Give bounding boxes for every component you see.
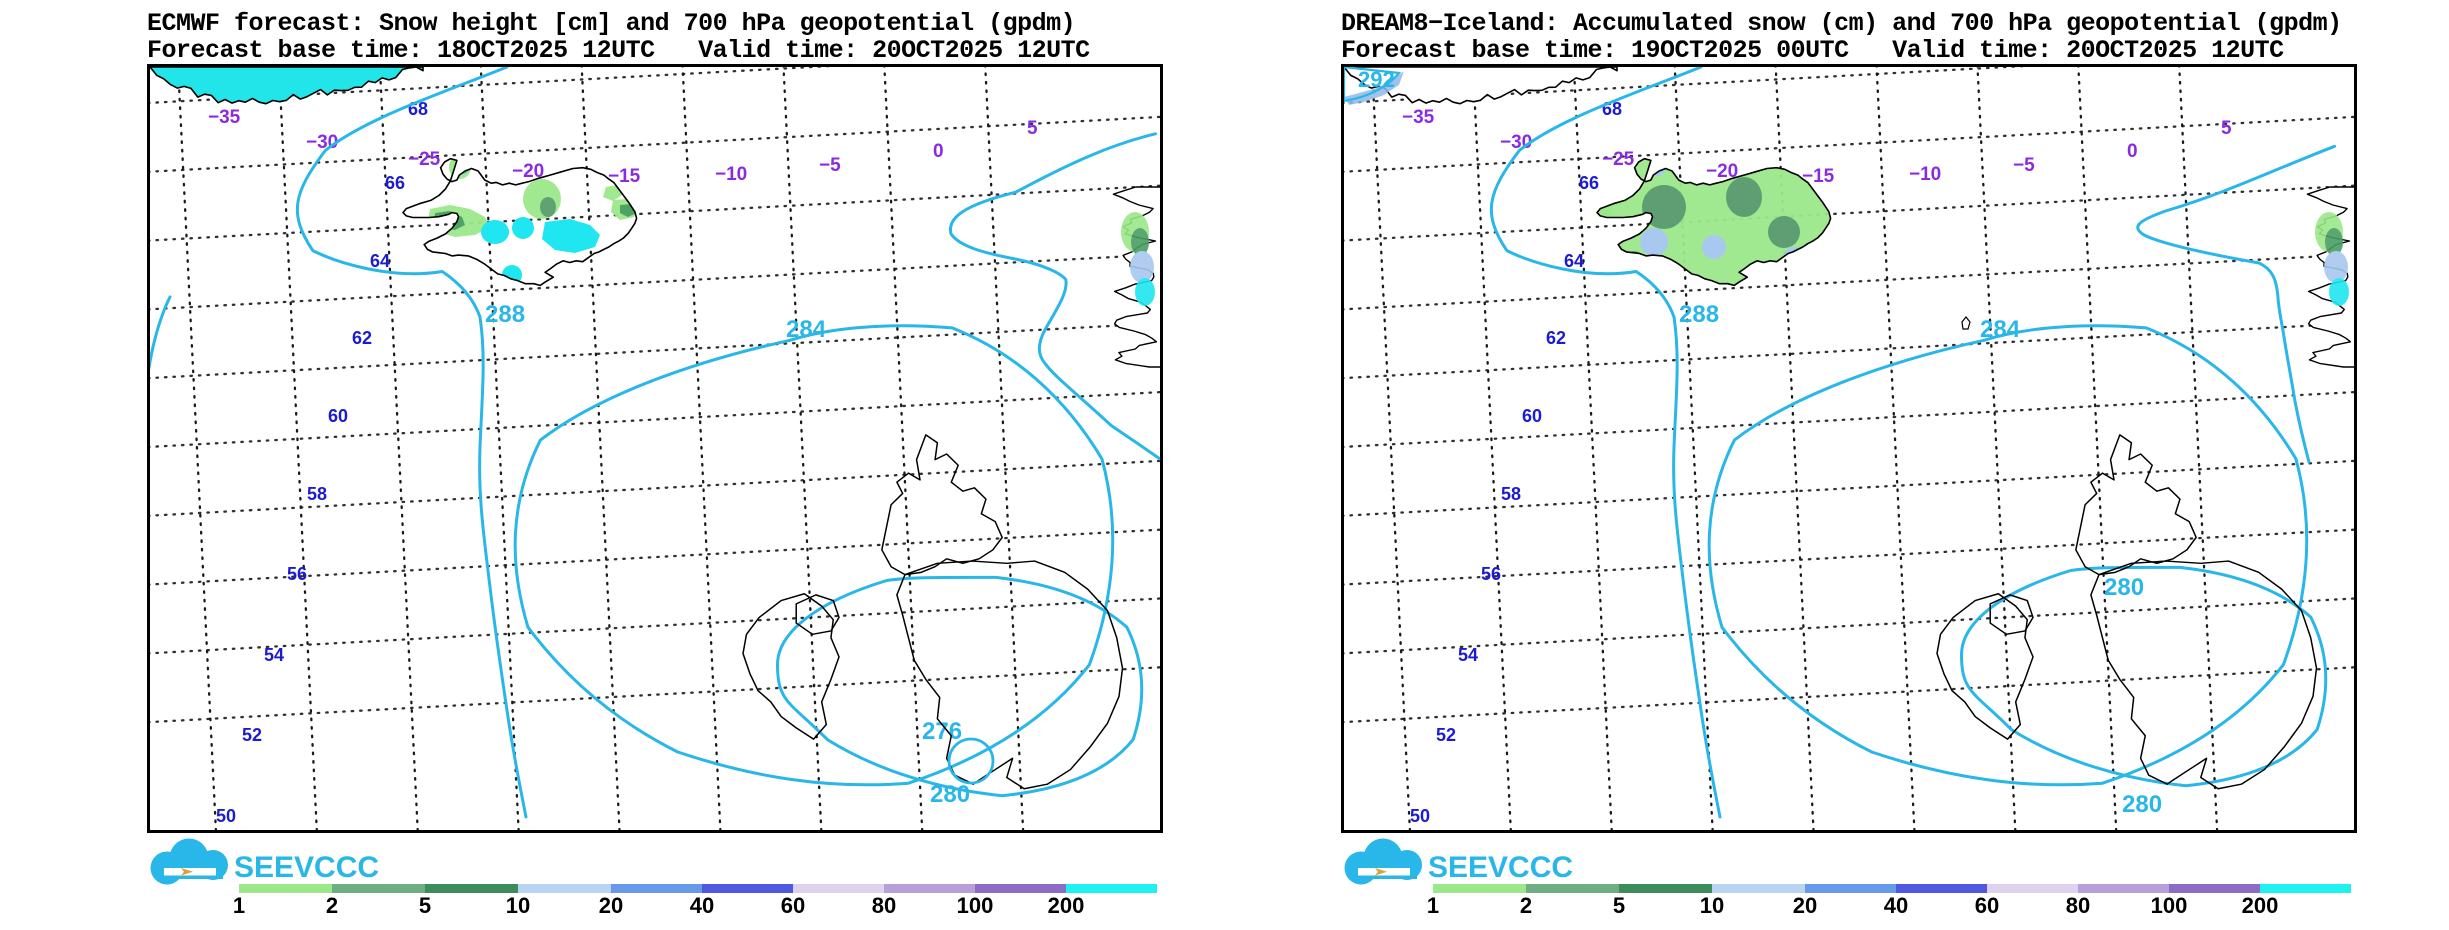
svg-text:58: 58 (1501, 484, 1521, 504)
svg-text:56: 56 (1481, 564, 1501, 584)
svg-text:276: 276 (922, 718, 962, 745)
svg-text:−25: −25 (1602, 149, 1635, 170)
svg-text:288: 288 (485, 301, 525, 328)
svg-text:10: 10 (506, 893, 530, 918)
svg-text:60: 60 (1522, 406, 1542, 426)
svg-text:56: 56 (287, 564, 307, 584)
svg-text:−30: −30 (306, 132, 338, 153)
svg-text:60: 60 (1975, 893, 1999, 918)
svg-text:64: 64 (1564, 251, 1584, 271)
svg-text:−10: −10 (715, 164, 747, 185)
svg-text:1: 1 (233, 893, 245, 918)
svg-text:40: 40 (690, 893, 714, 918)
svg-text:62: 62 (352, 328, 372, 348)
svg-text:62: 62 (1546, 328, 1566, 348)
svg-text:280: 280 (2122, 791, 2162, 818)
svg-text:284: 284 (786, 316, 827, 343)
svg-text:−35: −35 (1402, 107, 1435, 128)
svg-text:280: 280 (2104, 574, 2144, 601)
svg-text:80: 80 (2066, 893, 2090, 918)
svg-text:0: 0 (2127, 141, 2138, 162)
svg-text:SEEVCCC: SEEVCCC (234, 851, 379, 884)
svg-text:2: 2 (1520, 893, 1532, 918)
svg-text:1: 1 (1427, 893, 1439, 918)
svg-text:200: 200 (2242, 893, 2279, 918)
svg-text:−25: −25 (408, 149, 441, 170)
svg-text:−30: −30 (1500, 132, 1532, 153)
svg-text:5: 5 (1027, 118, 1038, 139)
svg-text:288: 288 (1679, 301, 1719, 328)
svg-text:200: 200 (1048, 893, 1085, 918)
svg-text:5: 5 (2221, 118, 2232, 139)
svg-text:50: 50 (1410, 806, 1430, 826)
svg-text:10: 10 (1700, 893, 1724, 918)
svg-text:58: 58 (307, 484, 327, 504)
svg-text:60: 60 (328, 406, 348, 426)
svg-text:−10: −10 (1909, 164, 1941, 185)
svg-text:5: 5 (1613, 893, 1625, 918)
svg-text:80: 80 (872, 893, 896, 918)
svg-text:40: 40 (1884, 893, 1908, 918)
svg-text:280: 280 (930, 781, 970, 808)
svg-text:SEEVCCC: SEEVCCC (1428, 851, 1573, 884)
svg-text:52: 52 (242, 725, 262, 745)
svg-text:−35: −35 (208, 107, 241, 128)
svg-text:20: 20 (599, 893, 623, 918)
svg-text:66: 66 (1579, 173, 1599, 193)
svg-text:100: 100 (2151, 893, 2188, 918)
svg-text:292: 292 (1358, 67, 1395, 92)
svg-text:284: 284 (1980, 316, 2021, 343)
svg-text:100: 100 (957, 893, 994, 918)
svg-text:2: 2 (326, 893, 338, 918)
svg-text:66: 66 (385, 173, 405, 193)
svg-text:5: 5 (419, 893, 431, 918)
svg-text:0: 0 (933, 141, 944, 162)
svg-text:52: 52 (1436, 725, 1456, 745)
svg-text:−5: −5 (2013, 155, 2035, 176)
svg-text:50: 50 (216, 806, 236, 826)
svg-text:−15: −15 (608, 166, 641, 187)
svg-text:60: 60 (781, 893, 805, 918)
svg-text:20: 20 (1793, 893, 1817, 918)
svg-text:−5: −5 (819, 155, 841, 176)
svg-text:54: 54 (264, 645, 284, 665)
svg-text:64: 64 (370, 251, 390, 271)
svg-text:54: 54 (1458, 645, 1478, 665)
